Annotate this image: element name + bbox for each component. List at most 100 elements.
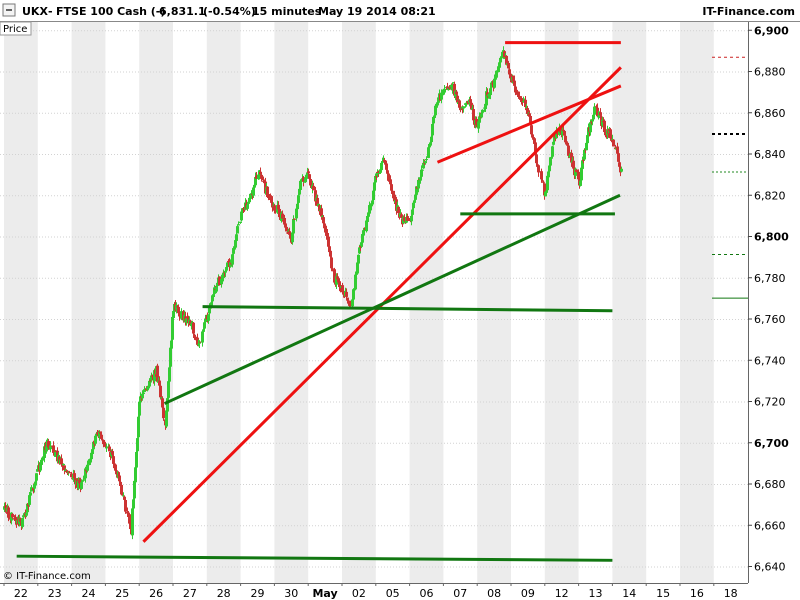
candle-body — [603, 120, 606, 133]
candle-body — [231, 254, 234, 265]
candle-body — [169, 347, 172, 367]
header-collapse-toggle[interactable] — [2, 3, 16, 17]
green-trend-line[interactable] — [163, 193, 621, 405]
candle-body — [113, 463, 116, 466]
candle-body — [94, 435, 97, 444]
candle-body — [563, 130, 566, 136]
candle-body — [32, 487, 35, 490]
trend-lines[interactable] — [16, 41, 622, 562]
candle-body — [91, 449, 94, 455]
candles — [3, 46, 623, 540]
y-tick-label: 6,740 — [754, 354, 786, 367]
candle-body — [480, 113, 483, 118]
candle-body — [395, 199, 398, 211]
candle-body — [52, 445, 55, 453]
candle-body — [34, 482, 37, 486]
candle-body — [166, 398, 169, 412]
candle-body — [124, 499, 127, 512]
candle-body — [540, 171, 543, 180]
candle-body — [141, 393, 144, 399]
candle-body — [487, 94, 490, 97]
candle-body — [99, 431, 102, 434]
candle-body — [151, 375, 154, 377]
candle-body — [478, 116, 481, 123]
candle-body — [362, 230, 365, 236]
candle-body — [189, 320, 192, 326]
candle-body — [451, 84, 454, 90]
candle-body — [530, 125, 533, 135]
candle-body — [104, 444, 107, 447]
candle-body — [4, 506, 7, 508]
candle-body — [203, 322, 206, 329]
candle-body — [29, 492, 32, 496]
candle-body — [448, 87, 451, 89]
day-stripe — [4, 22, 38, 583]
candle-body — [528, 113, 531, 117]
candle-body — [320, 208, 323, 217]
candle-body — [434, 105, 437, 116]
candle-body — [255, 175, 258, 179]
candle-body — [122, 495, 125, 497]
candle-body — [121, 494, 124, 496]
candle-body — [551, 146, 554, 157]
candle-body — [227, 260, 230, 263]
candle-body — [161, 398, 164, 408]
candle-body — [512, 75, 515, 82]
candle-body — [95, 433, 98, 437]
candle-body — [373, 182, 376, 191]
candle-body — [108, 446, 111, 452]
candle-body — [368, 205, 371, 214]
candle-body — [586, 135, 589, 144]
candle-body — [201, 331, 204, 343]
candle-body — [452, 82, 455, 84]
candle-body — [351, 299, 354, 307]
candle-body — [285, 226, 288, 232]
candle-body — [462, 106, 465, 109]
x-tick-label: 22 — [14, 587, 28, 600]
candle-body — [356, 262, 359, 274]
candle-body — [293, 218, 296, 220]
candle-body — [167, 381, 170, 398]
green-trend-line[interactable] — [202, 305, 613, 313]
y-tick-label: 6,880 — [754, 66, 786, 79]
candle-body — [387, 173, 390, 181]
candle-body — [386, 170, 389, 174]
candle-body — [406, 216, 409, 221]
green-trend-line[interactable] — [16, 554, 613, 562]
candle-body — [489, 88, 492, 96]
candle-body — [224, 270, 227, 273]
y-tick-label: 6,640 — [754, 561, 786, 574]
candle-body — [318, 205, 321, 212]
day-stripe — [71, 22, 106, 583]
candle-body — [235, 234, 238, 241]
y-tick-label: 6,760 — [754, 313, 786, 326]
candle-body — [21, 518, 24, 527]
y-tick-label: 6,900 — [754, 24, 789, 37]
red-trend-line[interactable] — [436, 84, 622, 164]
candle-body — [442, 91, 445, 95]
candle-body — [376, 172, 379, 176]
x-tick-label: 12 — [555, 587, 569, 600]
candle-body — [567, 145, 570, 156]
header-brand: IT-Finance.com — [702, 5, 795, 18]
candle-body — [559, 127, 562, 133]
candle-body — [286, 232, 289, 234]
header-instrument: FTSE 100 Cash (-) — [56, 5, 165, 18]
candle-body — [291, 232, 294, 243]
y-tick-label: 6,840 — [754, 148, 786, 161]
candle-body — [60, 458, 63, 465]
candle-body — [90, 452, 93, 460]
candle-body — [555, 130, 558, 139]
candle-body — [323, 223, 326, 229]
day-stripe — [274, 22, 309, 583]
candle-body — [383, 160, 386, 162]
candle-body — [148, 380, 151, 387]
candle-body — [525, 107, 528, 109]
x-tick-label: 29 — [251, 587, 265, 600]
candle-body — [190, 323, 193, 327]
x-tick-label: 06 — [420, 587, 434, 600]
candle-body — [234, 240, 237, 248]
candle-body — [427, 147, 430, 158]
candle-body — [366, 217, 369, 222]
